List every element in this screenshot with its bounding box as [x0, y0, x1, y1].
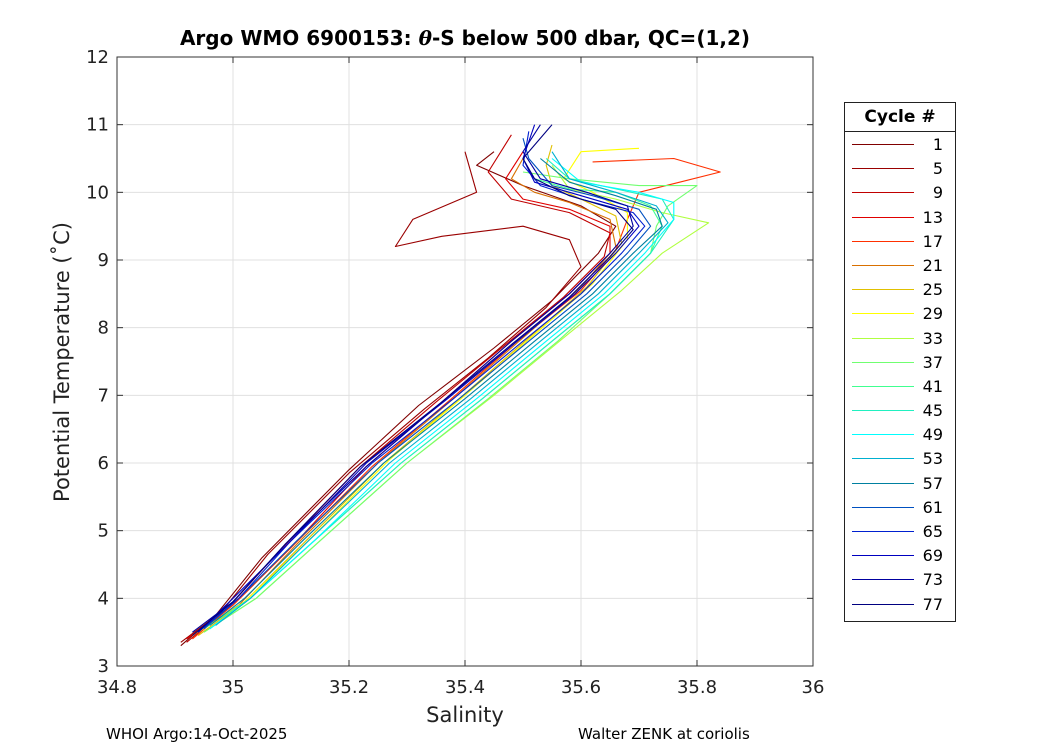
legend-label: 45: [922, 401, 943, 421]
y-tick-label: 9: [98, 250, 109, 271]
legend-entry-cycle-13: 13: [845, 205, 955, 229]
legend-swatch: [852, 337, 914, 339]
series-line-cycle-65: [197, 131, 646, 633]
y-tick-label: 10: [86, 182, 109, 203]
legend-entry-cycle-29: 29: [845, 301, 955, 325]
legend-swatch: [852, 506, 914, 508]
legend-label: 17: [922, 231, 943, 251]
legend-entry-cycle-5: 5: [845, 156, 955, 180]
legend-label: 73: [922, 570, 943, 590]
y-tick-label: 11: [86, 115, 109, 136]
legend-swatch: [852, 603, 914, 605]
footer-source: WHOI Argo:14-Oct-2025: [106, 725, 288, 743]
legend-swatch: [852, 264, 914, 266]
legend-title: Cycle #: [845, 103, 955, 132]
legend-entry-cycle-53: 53: [845, 446, 955, 470]
x-tick-label: 35.2: [329, 677, 369, 698]
legend-entry-cycle-37: 37: [845, 350, 955, 374]
series-line-cycle-49: [209, 158, 675, 630]
legend-label: 1: [932, 135, 943, 154]
series-line-cycle-5: [180, 151, 582, 643]
legend: Cycle # 1 5 9 13 17 21 25 29 33 37 41 45 49 53 57 61 65 6…: [844, 102, 956, 622]
legend-swatch: [852, 313, 914, 315]
legend-entry-cycle-69: 69: [845, 543, 955, 567]
legend-swatch: [852, 555, 914, 557]
legend-label: 21: [922, 255, 943, 275]
y-tick-label: 12: [86, 47, 109, 68]
legend-entry-cycle-57: 57: [845, 471, 955, 495]
series-line-cycle-77: [192, 124, 634, 636]
legend-entry-cycle-49: 49: [845, 422, 955, 446]
legend-label: 49: [922, 425, 943, 445]
y-tick-label: 8: [98, 318, 109, 339]
legend-label: 65: [922, 522, 943, 541]
legend-entry-cycle-65: 65: [845, 519, 955, 543]
legend-label: 53: [922, 449, 943, 469]
legend-swatch: [852, 289, 914, 291]
legend-swatch: [852, 482, 914, 484]
legend-entries: 1 5 9 13 17 21 25 29 33 37 41 45 49 53 57 61 65 69 73 77: [845, 132, 955, 616]
legend-entry-cycle-17: 17: [845, 229, 955, 253]
legend-entry-cycle-73: 73: [845, 567, 955, 591]
legend-label: 5: [932, 159, 943, 179]
legend-swatch: [852, 168, 914, 170]
legend-swatch: [852, 216, 914, 218]
series-line-cycle-73: [192, 124, 634, 633]
legend-swatch: [852, 579, 914, 581]
legend-entry-cycle-77: 77: [845, 592, 955, 616]
legend-swatch: [852, 458, 914, 460]
y-tick-label: 5: [98, 521, 109, 542]
legend-entry-cycle-1: 1: [845, 132, 955, 156]
legend-entry-cycle-45: 45: [845, 398, 955, 422]
legend-swatch: [852, 410, 914, 412]
y-tick-label: 6: [98, 453, 109, 474]
legend-label: 61: [922, 497, 943, 517]
legend-swatch: [852, 240, 914, 242]
series-line-cycle-61: [203, 138, 652, 630]
series-line-cycle-69: [197, 124, 640, 633]
legend-swatch: [852, 531, 914, 532]
legend-swatch: [852, 361, 914, 363]
legend-swatch: [852, 192, 914, 194]
legend-swatch: [852, 144, 914, 145]
legend-entry-cycle-41: 41: [845, 374, 955, 398]
legend-label: 13: [922, 207, 943, 227]
y-tick-label: 3: [98, 656, 109, 677]
legend-entry-cycle-33: 33: [845, 326, 955, 350]
legend-entry-cycle-25: 25: [845, 277, 955, 301]
x-tick-label: 35: [222, 677, 245, 698]
legend-label: 9: [932, 183, 943, 203]
theta-symbol: θ: [418, 26, 432, 50]
legend-entry-cycle-21: 21: [845, 253, 955, 277]
chart-title: Argo WMO 6900153: θ-S below 500 dbar, QC…: [179, 26, 751, 50]
x-tick-label: 36: [802, 677, 825, 698]
series-line-cycle-57: [209, 158, 663, 626]
series-line-cycle-53: [215, 151, 669, 626]
legend-swatch: [852, 434, 914, 436]
legend-swatch: [852, 385, 914, 387]
series-line-cycle-21: [192, 158, 617, 636]
x-tick-label: 34.8: [97, 677, 137, 698]
legend-label: 33: [922, 328, 943, 348]
x-axis-label: Salinity: [426, 703, 504, 727]
legend-label: 57: [922, 473, 943, 493]
legend-label: 69: [922, 546, 943, 566]
legend-label: 77: [922, 594, 943, 614]
y-tick-label: 7: [98, 385, 109, 406]
y-tick-label: 4: [98, 588, 109, 609]
legend-label: 29: [922, 304, 943, 324]
legend-label: 37: [922, 352, 943, 372]
footer-attribution: Walter ZENK at coriolis: [578, 725, 750, 743]
x-tick-label: 35.8: [677, 677, 717, 698]
x-tick-label: 35.4: [445, 677, 485, 698]
legend-label: 41: [922, 376, 943, 396]
legend-entry-cycle-9: 9: [845, 180, 955, 204]
x-tick-label: 35.6: [561, 677, 601, 698]
legend-entry-cycle-61: 61: [845, 495, 955, 519]
legend-label: 25: [922, 280, 943, 300]
y-axis-label: Potential Temperature (˚C): [50, 222, 74, 502]
